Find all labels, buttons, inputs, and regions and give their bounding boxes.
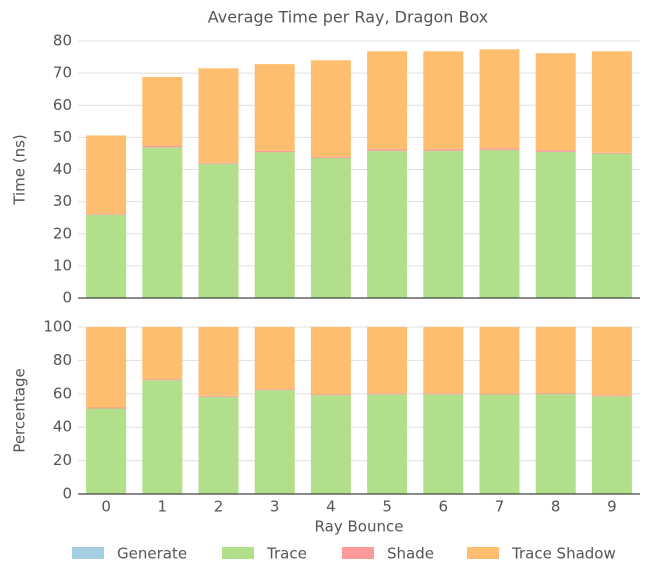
legend-swatch	[222, 547, 254, 559]
bar-segment	[142, 380, 182, 494]
bar-segment	[423, 393, 463, 394]
bar-segment	[367, 51, 407, 149]
bar-segment	[142, 146, 182, 148]
bar-segment	[592, 154, 632, 298]
y-tick-label: 40	[53, 160, 72, 178]
bar-segment	[480, 393, 520, 394]
y-tick-label: 30	[53, 192, 72, 210]
y-tick-label: 100	[43, 318, 72, 336]
bar-segment	[536, 152, 576, 298]
bar-segment	[199, 396, 239, 397]
bar-segment	[423, 327, 463, 393]
legend-swatch	[72, 547, 104, 559]
bar-segment	[536, 150, 576, 152]
bar-segment	[423, 151, 463, 298]
y-tick-label: 50	[53, 128, 72, 146]
bar-segment	[592, 396, 632, 493]
y-axis-label: Time (ns)	[11, 134, 29, 206]
y-tick-label: 40	[53, 418, 72, 436]
chart-title: Average Time per Ray, Dragon Box	[208, 8, 489, 27]
x-tick-label: 0	[101, 498, 111, 516]
bar-segment	[423, 149, 463, 151]
y-axis-label: Percentage	[11, 368, 29, 452]
bar-segment	[255, 327, 295, 389]
bar-segment	[311, 327, 351, 394]
bar-segment	[255, 151, 295, 152]
bar-segment	[199, 68, 239, 162]
legend-swatch	[342, 547, 374, 559]
bar-segment	[199, 397, 239, 494]
bar-segment	[199, 163, 239, 164]
bar-segment	[592, 51, 632, 153]
bar-segment	[536, 53, 576, 150]
legend-label: Trace Shadow	[511, 545, 616, 563]
bar-segment	[142, 327, 182, 379]
bar-segment	[367, 151, 407, 298]
x-tick-label: 2	[214, 498, 224, 516]
bar-segment	[480, 394, 520, 493]
x-tick-label: 8	[551, 498, 561, 516]
bar-segment	[86, 327, 126, 407]
legend-label: Generate	[117, 545, 187, 563]
x-axis-label: Ray Bounce	[315, 518, 404, 536]
bar-segment	[536, 394, 576, 494]
bar-segment	[480, 49, 520, 148]
bar-segment	[199, 164, 239, 298]
y-tick-label: 20	[53, 451, 72, 469]
bar-segment	[199, 327, 239, 396]
y-tick-label: 0	[62, 485, 72, 503]
x-tick-label: 1	[158, 498, 168, 516]
bar-segment	[255, 64, 295, 151]
bar-segment	[86, 135, 126, 213]
bar-segment	[536, 327, 576, 393]
bar-segment	[367, 394, 407, 493]
y-tick-label: 80	[53, 351, 72, 369]
bar-segment	[480, 327, 520, 393]
bar-segment	[536, 393, 576, 394]
x-tick-label: 3	[270, 498, 280, 516]
bar-segment	[86, 408, 126, 493]
bar-segment	[255, 389, 295, 390]
bar-segment	[311, 60, 351, 157]
bar-segment	[592, 327, 632, 395]
x-tick-label: 7	[495, 498, 505, 516]
bar-segment	[311, 157, 351, 158]
y-tick-label: 60	[53, 96, 72, 114]
y-tick-label: 10	[53, 256, 72, 274]
bar-segment	[592, 395, 632, 396]
bar-segment	[423, 51, 463, 149]
legend-label: Trace	[266, 545, 307, 563]
y-tick-label: 20	[53, 224, 72, 242]
bar-segment	[423, 394, 463, 493]
bar-segment	[86, 407, 126, 408]
bar-segment	[142, 147, 182, 297]
bar-segment	[86, 214, 126, 215]
bar-segment	[592, 153, 632, 154]
bar-segment	[255, 152, 295, 298]
bar-segment	[367, 327, 407, 393]
bar-segment	[367, 393, 407, 394]
bar-segment	[86, 215, 126, 298]
bar-segment	[311, 158, 351, 298]
bar-segment	[142, 77, 182, 146]
legend-label: Shade	[387, 545, 434, 563]
x-tick-label: 9	[607, 498, 617, 516]
y-tick-label: 0	[62, 289, 72, 307]
y-tick-label: 80	[53, 32, 72, 50]
y-tick-label: 70	[53, 64, 72, 82]
bar-segment	[367, 149, 407, 151]
y-tick-label: 60	[53, 384, 72, 402]
x-tick-label: 6	[439, 498, 449, 516]
bar-segment	[142, 379, 182, 380]
bar-segment	[311, 395, 351, 494]
bar-segment	[480, 150, 520, 298]
x-tick-label: 4	[326, 498, 336, 516]
x-tick-label: 5	[382, 498, 392, 516]
legend-swatch	[467, 547, 499, 559]
bar-segment	[311, 394, 351, 395]
bar-segment	[255, 390, 295, 494]
bar-segment	[480, 148, 520, 150]
